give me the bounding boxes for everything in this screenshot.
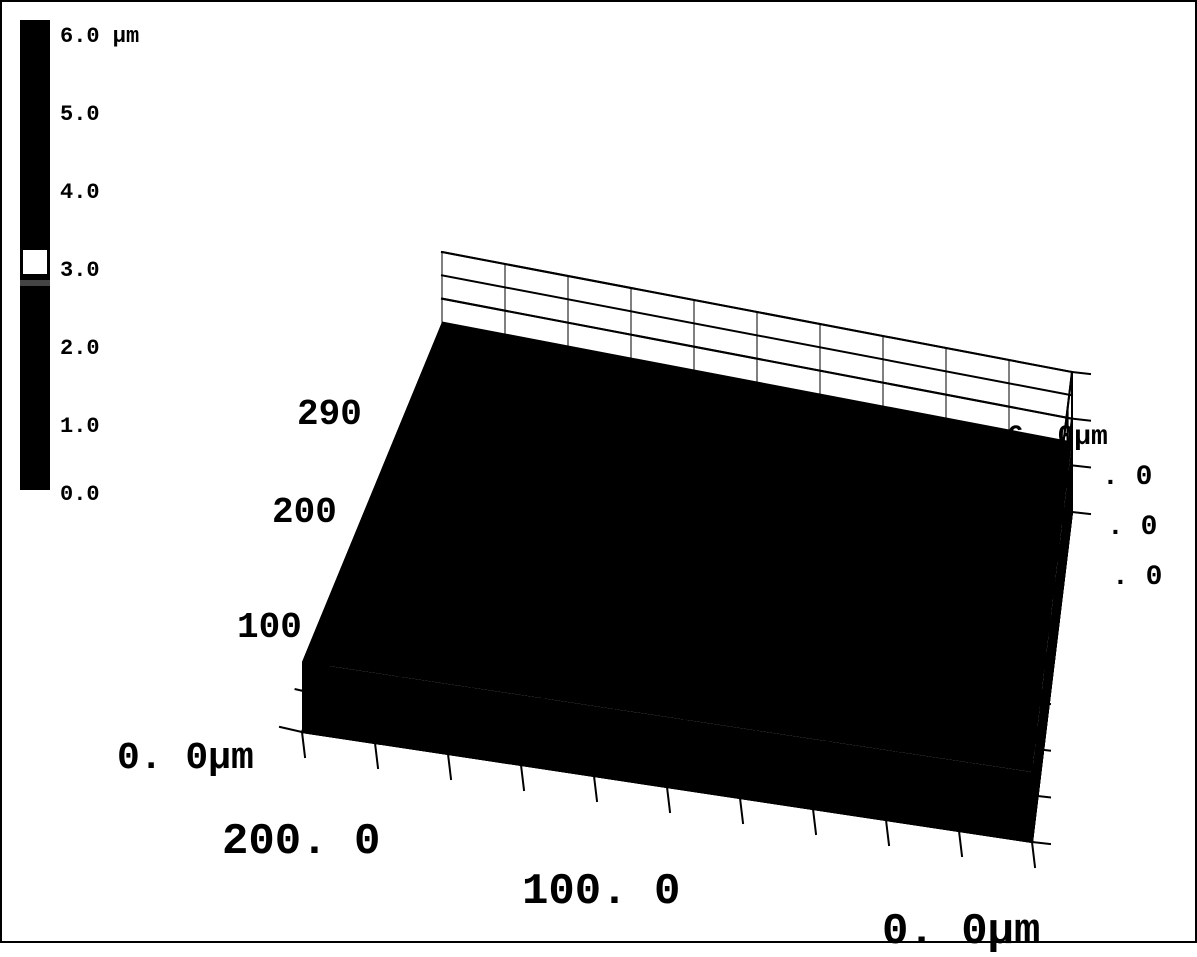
y-tick-100: 100 bbox=[237, 607, 302, 648]
x-tick-200: 200. 0 bbox=[222, 817, 380, 867]
x-tick-100: 100. 0 bbox=[522, 867, 680, 917]
plot-frame: 6.0 µm 5.0 4.0 3.0 2.0 1.0 0.0 290 200 1… bbox=[0, 0, 1197, 943]
y-tick-200: 200 bbox=[272, 492, 337, 533]
z-tick-6: 6. 0µm bbox=[1007, 422, 1108, 453]
y-tick-290: 290 bbox=[297, 394, 362, 435]
z-tick-2: . 0 bbox=[1107, 512, 1157, 543]
plot3d-svg bbox=[2, 2, 1197, 945]
z-tick-0: . 0 bbox=[1112, 562, 1162, 593]
x-tick-0: 0. 0µm bbox=[882, 907, 1040, 957]
y-tick-0: 0. 0µm bbox=[117, 737, 254, 780]
z-tick-4: . 0 bbox=[1102, 462, 1152, 493]
